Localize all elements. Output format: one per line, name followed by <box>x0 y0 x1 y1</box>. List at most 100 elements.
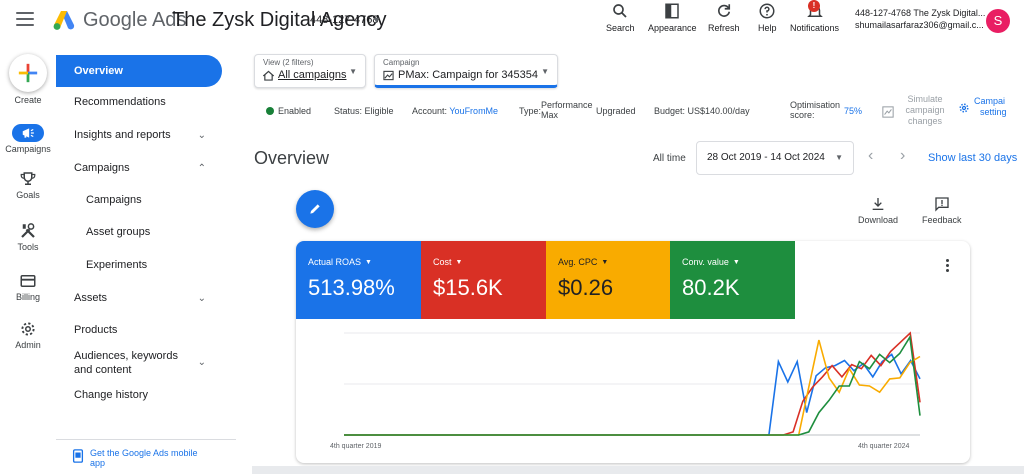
nav-campaigns-label: Campaigns <box>74 162 130 174</box>
account-caret-icon[interactable]: ▼ <box>372 15 381 25</box>
search-icon <box>613 4 627 18</box>
rail-goals-label: Goals <box>16 190 40 200</box>
account-link[interactable]: YouFromMe <box>449 106 499 116</box>
brand-name: Google Ads <box>83 9 187 31</box>
avatar[interactable]: S <box>986 9 1010 33</box>
refresh-label: Refresh <box>708 23 740 33</box>
campaign-filter-value: PMax: Campaign for 345354 <box>398 69 539 81</box>
x-tick-end: 4th quarter 2024 <box>858 443 910 450</box>
account-id[interactable]: 448-127-4768 <box>310 14 379 26</box>
download-button[interactable]: Download <box>858 196 898 225</box>
menu-icon[interactable] <box>16 12 34 26</box>
settings-gear-icon <box>959 103 969 113</box>
nav-asset-groups[interactable]: Asset groups <box>56 216 236 248</box>
rail-goals[interactable]: Goals <box>0 170 56 200</box>
rail-campaigns[interactable]: Campaigns <box>0 124 56 154</box>
refresh-icon <box>717 4 730 17</box>
metric-tile-conv-value[interactable]: Conv. value ▼ 80.2K <box>670 241 795 319</box>
show-last-30-days-link[interactable]: Show last 30 days <box>928 152 1018 164</box>
nav-experiments[interactable]: Experiments <box>56 249 236 281</box>
rail-admin[interactable]: Admin <box>0 320 56 350</box>
x-tick-start: 4th quarter 2019 <box>330 443 382 450</box>
refresh-button[interactable]: Refresh <box>708 2 740 33</box>
account-line-1: 448-127-4768 The Zysk Digital... <box>855 8 986 18</box>
view-filter-value: All campaigns <box>278 69 347 81</box>
nav-insights[interactable]: Insights and reports ⌄ <box>56 119 236 151</box>
search-button[interactable]: Search <box>606 2 635 33</box>
enabled-status[interactable]: Enabled <box>266 106 311 116</box>
previous-period-icon[interactable]: ‹ <box>868 147 874 164</box>
trophy-icon <box>20 172 36 185</box>
date-range-label: All time <box>653 153 686 164</box>
metric-cost-value: $15.6K <box>433 275 503 300</box>
chevron-down-icon: ⌄ <box>197 292 206 304</box>
status-value: Eligible <box>364 106 394 116</box>
campaign-filter-label: Campaign <box>383 58 420 67</box>
nav-products[interactable]: Products <box>56 314 236 346</box>
metric-roas-value: 513.98% <box>308 275 395 300</box>
account-name[interactable]: The Zysk Digital Agency <box>172 9 387 31</box>
metric-tile-cpc[interactable]: Avg. CPC ▼ $0.26 <box>546 241 671 319</box>
chevron-up-icon: ⌃ <box>197 162 206 174</box>
rail-create[interactable]: Create <box>0 54 56 105</box>
search-label: Search <box>606 23 635 33</box>
pencil-icon <box>310 204 320 214</box>
mobile-phone-icon <box>72 449 84 463</box>
nav-campaigns[interactable]: Campaigns ⌃ <box>56 152 236 184</box>
notification-badge: ! <box>808 0 820 12</box>
nav-insights-label: Insights and reports <box>74 129 171 141</box>
nav-change-history[interactable]: Change history <box>56 379 236 411</box>
simulate-line1: Simulate <box>907 94 943 104</box>
enabled-dot-icon <box>266 107 274 115</box>
metric-cpc-label: Avg. CPC <box>558 257 598 267</box>
mobile-app-link[interactable]: Get the Google Ads mobile app <box>72 448 202 468</box>
download-icon <box>872 198 884 210</box>
help-label: Help <box>758 23 777 33</box>
nav-experiments-label: Experiments <box>86 259 148 271</box>
metric-dropdown-icon: ▼ <box>732 258 740 266</box>
icon-rail: Create Campaigns Goals Tools Billing Adm… <box>0 40 56 474</box>
nav-assets-label: Assets <box>74 292 108 304</box>
nav-recommendations[interactable]: Recommendations <box>56 86 236 118</box>
date-range-picker[interactable]: 28 Oct 2019 - 14 Oct 2024 ▼ <box>696 141 854 175</box>
tools-icon <box>21 223 35 238</box>
chevron-down-icon: ⌄ <box>197 357 206 368</box>
campaign-filter-dropdown[interactable]: Campaign PMax: Campaign for 345354 ▼ <box>374 54 558 88</box>
nav-overview[interactable]: Overview <box>56 55 222 87</box>
nav-assets[interactable]: Assets ⌄ <box>56 282 236 314</box>
appearance-button[interactable]: Appearance <box>648 2 697 33</box>
budget-info[interactable]: Budget: US$140.00/day <box>654 106 750 116</box>
next-period-icon[interactable]: › <box>900 147 906 164</box>
page-title: Overview <box>254 148 330 168</box>
google-ads-logo-icon[interactable] <box>52 8 76 32</box>
nav-divider <box>56 439 236 440</box>
series-line-conv-value <box>344 334 921 436</box>
pmax-icon <box>383 70 394 80</box>
metric-cost-label: Cost <box>433 257 452 267</box>
download-label: Download <box>858 215 899 225</box>
edit-button[interactable] <box>296 190 334 228</box>
rail-billing[interactable]: Billing <box>0 272 56 302</box>
feedback-button[interactable]: Feedback <box>922 196 962 225</box>
metric-tile-cost[interactable]: Cost ▼ $15.6K <box>421 241 546 319</box>
gear-icon <box>21 322 35 336</box>
horizontal-scrollbar[interactable] <box>252 466 1024 474</box>
help-button[interactable]: Help <box>758 2 777 33</box>
performance-chart-card: Actual ROAS ▼ 513.98% Cost ▼ $15.6K Avg. C… <box>296 241 970 463</box>
account-label: Account: <box>412 106 448 116</box>
rail-billing-label: Billing <box>15 292 40 302</box>
view-filter-dropdown[interactable]: View (2 filters) All campaigns ▼ <box>254 54 366 88</box>
rail-tools[interactable]: Tools <box>0 222 56 252</box>
metric-dropdown-icon: ▼ <box>365 258 372 266</box>
more-options-icon[interactable] <box>946 259 950 272</box>
metric-tile-roas[interactable]: Actual ROAS ▼ 513.98% <box>296 241 421 319</box>
account-switcher[interactable]: 448-127-4768 The Zysk Digital... shumail… <box>855 7 985 31</box>
nav-audiences[interactable]: Audiences, keywords and content ⌄ <box>56 345 236 381</box>
create-button[interactable] <box>9 54 47 92</box>
home-icon <box>263 70 274 81</box>
series-line-avg-cpc <box>344 339 921 436</box>
notifications-button[interactable]: ! Notifications <box>790 0 839 33</box>
settings-line2: setting <box>980 107 1007 117</box>
metric-cpc-value: $0.26 <box>558 275 614 300</box>
nav-sub-campaigns[interactable]: Campaigns <box>56 184 236 216</box>
